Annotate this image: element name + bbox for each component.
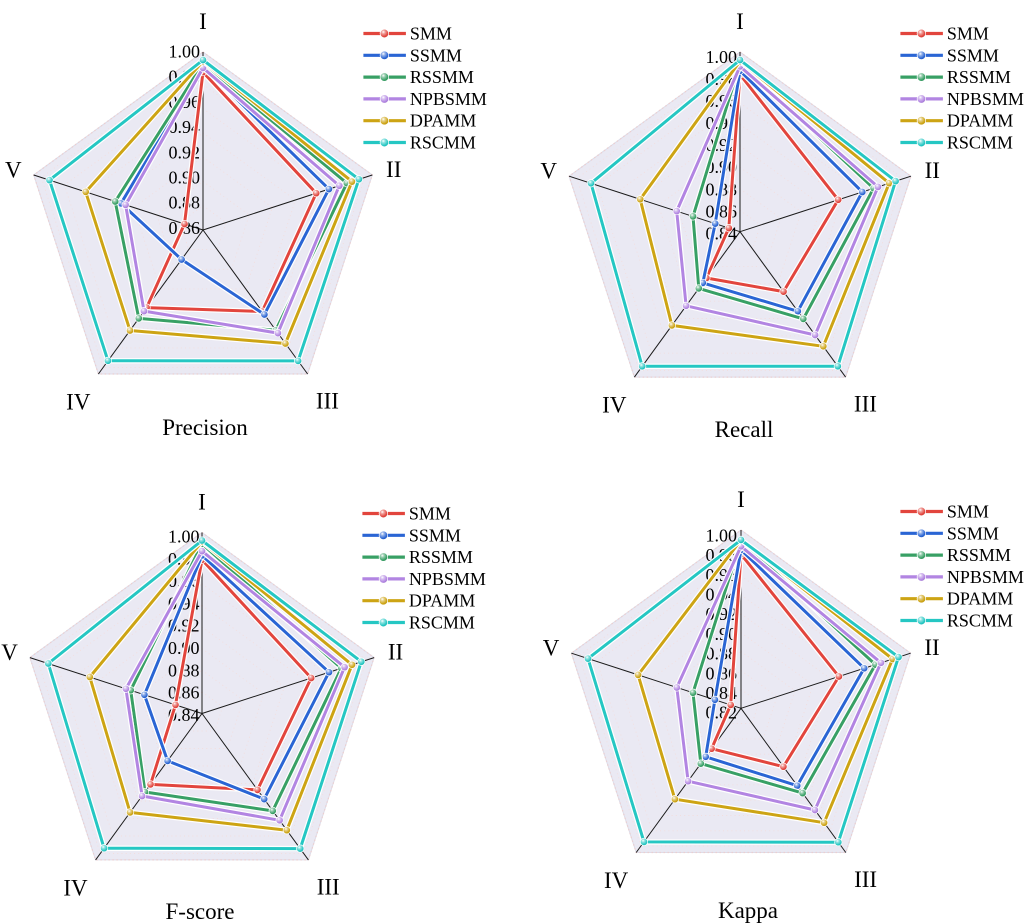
- svg-text:II: II: [386, 157, 401, 182]
- svg-text:SSMM: SSMM: [947, 45, 999, 65]
- svg-text:IV: IV: [602, 392, 627, 417]
- svg-text:DPAMM: DPAMM: [947, 589, 1013, 609]
- svg-text:III: III: [317, 875, 340, 900]
- svg-text:F-score: F-score: [166, 899, 235, 924]
- svg-text:0.90: 0.90: [706, 157, 738, 177]
- svg-text:SMM: SMM: [947, 502, 989, 522]
- svg-text:1.00: 1.00: [706, 47, 738, 67]
- svg-text:RSCMM: RSCMM: [410, 133, 476, 153]
- svg-text:SSMM: SSMM: [947, 523, 999, 543]
- svg-text:III: III: [316, 389, 339, 414]
- svg-text:RSCMM: RSCMM: [947, 133, 1013, 153]
- svg-text:IV: IV: [604, 868, 629, 893]
- svg-text:SMM: SMM: [410, 24, 452, 44]
- svg-text:1.00: 1.00: [169, 42, 201, 62]
- svg-text:NPBSMM: NPBSMM: [947, 89, 1024, 109]
- svg-text:1.00: 1.00: [168, 527, 200, 547]
- svg-text:RSSMM: RSSMM: [409, 547, 473, 567]
- svg-text:IV: IV: [63, 875, 88, 900]
- svg-text:V: V: [540, 159, 557, 184]
- svg-text:0.88: 0.88: [169, 193, 201, 213]
- svg-text:1.00: 1.00: [706, 525, 738, 545]
- svg-text:NPBSMM: NPBSMM: [410, 89, 487, 109]
- svg-text:V: V: [5, 158, 22, 183]
- svg-text:V: V: [543, 636, 560, 661]
- svg-text:RSSMM: RSSMM: [947, 67, 1011, 87]
- svg-text:I: I: [198, 490, 206, 515]
- svg-text:Recall: Recall: [715, 417, 774, 442]
- svg-text:II: II: [388, 640, 403, 665]
- svg-text:0.86: 0.86: [168, 683, 200, 703]
- svg-text:V: V: [1, 640, 18, 665]
- svg-text:I: I: [736, 9, 744, 34]
- svg-text:II: II: [924, 635, 939, 660]
- svg-text:SSMM: SSMM: [409, 525, 461, 545]
- svg-text:Kappa: Kappa: [718, 898, 778, 923]
- svg-text:Precision: Precision: [162, 415, 248, 440]
- svg-text:II: II: [925, 158, 940, 183]
- svg-text:SSMM: SSMM: [410, 45, 462, 65]
- svg-text:0.94: 0.94: [169, 117, 201, 137]
- svg-text:RSCMM: RSCMM: [409, 613, 475, 633]
- svg-text:DPAMM: DPAMM: [409, 591, 475, 611]
- svg-text:0.90: 0.90: [169, 168, 201, 188]
- svg-text:DPAMM: DPAMM: [947, 111, 1013, 131]
- svg-text:NPBSMM: NPBSMM: [947, 567, 1024, 587]
- svg-text:IV: IV: [66, 389, 91, 414]
- svg-text:I: I: [199, 9, 207, 34]
- svg-text:RSSMM: RSSMM: [410, 67, 474, 87]
- svg-text:SMM: SMM: [947, 24, 989, 44]
- svg-text:SMM: SMM: [409, 504, 451, 524]
- svg-text:DPAMM: DPAMM: [410, 111, 476, 131]
- svg-text:NPBSMM: NPBSMM: [409, 569, 486, 589]
- svg-text:RSSMM: RSSMM: [947, 545, 1011, 565]
- svg-text:III: III: [854, 392, 877, 417]
- svg-text:I: I: [737, 487, 745, 512]
- svg-text:RSCMM: RSCMM: [947, 611, 1013, 631]
- svg-text:III: III: [854, 867, 877, 892]
